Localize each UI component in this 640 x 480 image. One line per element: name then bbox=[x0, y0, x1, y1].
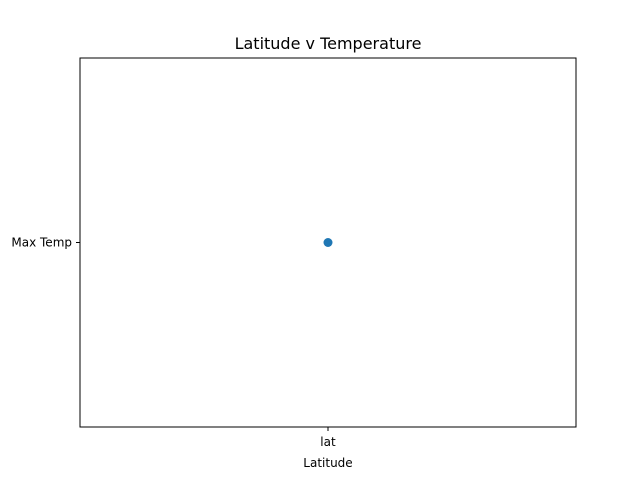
x-axis-ticks: lat bbox=[320, 427, 336, 449]
x-tick-label: lat bbox=[320, 435, 336, 449]
data-points bbox=[323, 238, 333, 247]
y-tick-label: Max Temp bbox=[11, 236, 72, 250]
chart-title: Latitude v Temperature bbox=[235, 34, 422, 53]
x-axis-label: Latitude bbox=[303, 456, 352, 470]
y-axis-ticks: Max Temp bbox=[11, 236, 80, 250]
data-point bbox=[323, 238, 333, 247]
